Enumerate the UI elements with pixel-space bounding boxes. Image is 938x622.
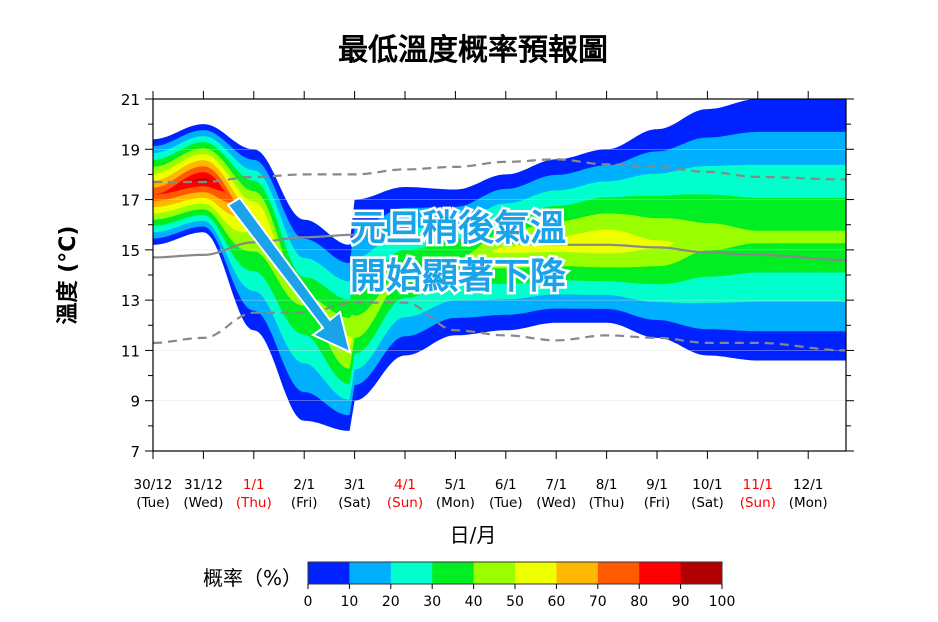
colorbar-swatch xyxy=(556,562,599,584)
band-60-70 xyxy=(153,160,846,346)
band-80-90 xyxy=(153,172,846,346)
x-tick-date: 3/1 xyxy=(344,477,366,493)
x-tick-date: 10/1 xyxy=(692,477,722,493)
y-tick-label: 21 xyxy=(121,91,140,109)
arrow-icon xyxy=(226,196,352,354)
colorbar-swatch xyxy=(680,562,723,584)
colorbar-swatch xyxy=(473,562,516,584)
x-tick-date: 5/1 xyxy=(445,477,467,493)
colorbar-tick-label: 40 xyxy=(465,594,483,610)
colorbar-swatch xyxy=(349,562,392,584)
annotation-line1: 元旦稍後氣溫 xyxy=(350,208,566,249)
x-tick-date: 12/1 xyxy=(793,477,823,493)
y-axis-label: 溫度 (°C) xyxy=(55,226,81,325)
colorbar-label: 概率（%） xyxy=(203,566,302,590)
y-tick-label: 19 xyxy=(121,141,140,159)
y-tick-label: 9 xyxy=(130,393,140,411)
x-tick-date: 31/12 xyxy=(184,477,223,493)
x-tick-day: (Sat) xyxy=(338,495,371,511)
colorbar-tick-label: 10 xyxy=(340,594,358,610)
x-tick-date: 1/1 xyxy=(243,477,265,493)
colorbar-swatch xyxy=(390,562,433,584)
colorbar-tick-label: 0 xyxy=(304,594,313,610)
colorbar-tick-label: 60 xyxy=(547,594,565,610)
x-tick-date: 11/1 xyxy=(743,477,773,493)
colorbar-tick-label: 30 xyxy=(423,594,441,610)
y-tick-label: 7 xyxy=(130,443,140,461)
x-tick-day: (Wed) xyxy=(183,495,223,511)
annotation-line2: 開始顯著下降 xyxy=(350,256,566,297)
x-tick-date: 8/1 xyxy=(596,477,618,493)
x-tick-date: 9/1 xyxy=(646,477,668,493)
x-tick-day: (Mon) xyxy=(436,495,475,511)
colorbar-swatch xyxy=(639,562,682,584)
x-tick-date: 2/1 xyxy=(293,477,315,493)
colorbar: 0 10 20 30 40 50 60 70 80 90 100 xyxy=(304,561,736,610)
chart-title: 最低溫度概率預報圖 xyxy=(338,33,608,68)
colorbar-tick-label: 90 xyxy=(672,594,690,610)
x-tick-date: 7/1 xyxy=(545,477,567,493)
x-tick-date: 6/1 xyxy=(495,477,517,493)
x-tick-day: (Thu) xyxy=(236,495,272,511)
x-tick-day: (Tue) xyxy=(136,495,170,511)
x-tick-day: (Fri) xyxy=(291,495,318,511)
colorbar-tick-label: 80 xyxy=(630,594,648,610)
x-tick-day: (Sat) xyxy=(691,495,724,511)
x-tick-day: (Sun) xyxy=(740,495,776,511)
colorbar-swatch xyxy=(515,562,557,584)
annotation: 元旦稍後氣溫 開始顯著下降 xyxy=(226,196,569,354)
x-tick-day: (Wed) xyxy=(536,495,576,511)
y-tick-label: 15 xyxy=(121,242,140,260)
y-tick-label: 13 xyxy=(121,292,140,310)
x-axis-label: 日/月 xyxy=(450,523,497,547)
colorbar-tick-label: 50 xyxy=(506,594,524,610)
y-tick-label: 11 xyxy=(121,342,140,360)
x-tick-day: (Sun) xyxy=(387,495,423,511)
colorbar-swatch xyxy=(597,562,640,584)
colorbar-tick-label: 70 xyxy=(589,594,607,610)
x-tick-day: (Thu) xyxy=(589,495,625,511)
colorbar-tick-label: 100 xyxy=(709,594,736,610)
band-70-80 xyxy=(153,166,846,346)
colorbar-swatch xyxy=(308,562,350,584)
plot-frame xyxy=(152,98,847,452)
x-tick-day: (Fri) xyxy=(644,495,671,511)
y-tick-label: 17 xyxy=(121,192,140,210)
x-tick-day: (Tue) xyxy=(489,495,523,511)
series-line-1 xyxy=(153,158,846,184)
colorbar-tick-label: 20 xyxy=(382,594,400,610)
axes: 7 9 11 13 15 17 19 21 30/12 (Tue) 31/12 (Wed) 1/1 (Th… xyxy=(121,91,854,511)
x-tick-date: 4/1 xyxy=(394,477,416,493)
series-line-3 xyxy=(153,301,846,352)
x-tick-day: (Mon) xyxy=(789,495,828,511)
colorbar-swatch xyxy=(432,562,475,584)
x-tick-date: 30/12 xyxy=(134,477,173,493)
